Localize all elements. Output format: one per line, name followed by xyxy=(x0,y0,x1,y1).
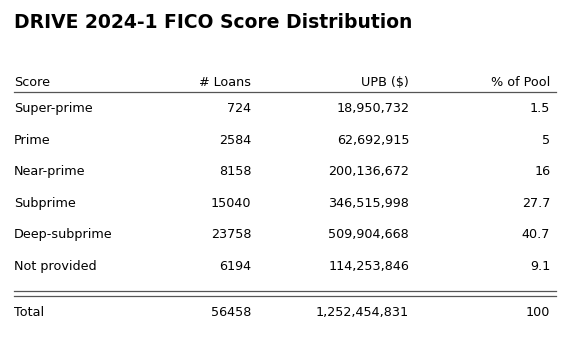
Text: Deep-subprime: Deep-subprime xyxy=(14,228,113,241)
Text: 27.7: 27.7 xyxy=(522,197,550,210)
Text: 40.7: 40.7 xyxy=(522,228,550,241)
Text: UPB ($): UPB ($) xyxy=(361,76,409,89)
Text: 2584: 2584 xyxy=(219,134,251,147)
Text: 1,252,454,831: 1,252,454,831 xyxy=(316,306,409,319)
Text: 509,904,668: 509,904,668 xyxy=(328,228,409,241)
Text: Subprime: Subprime xyxy=(14,197,76,210)
Text: 346,515,998: 346,515,998 xyxy=(328,197,409,210)
Text: 18,950,732: 18,950,732 xyxy=(336,102,409,115)
Text: Super-prime: Super-prime xyxy=(14,102,93,115)
Text: Near-prime: Near-prime xyxy=(14,165,86,178)
Text: 9.1: 9.1 xyxy=(530,259,550,273)
Text: DRIVE 2024-1 FICO Score Distribution: DRIVE 2024-1 FICO Score Distribution xyxy=(14,13,413,32)
Text: # Loans: # Loans xyxy=(199,76,251,89)
Text: 724: 724 xyxy=(227,102,251,115)
Text: Total: Total xyxy=(14,306,44,319)
Text: 23758: 23758 xyxy=(211,228,251,241)
Text: 6194: 6194 xyxy=(219,259,251,273)
Text: % of Pool: % of Pool xyxy=(491,76,550,89)
Text: 1.5: 1.5 xyxy=(530,102,550,115)
Text: 15040: 15040 xyxy=(211,197,251,210)
Text: 16: 16 xyxy=(534,165,550,178)
Text: Not provided: Not provided xyxy=(14,259,97,273)
Text: 114,253,846: 114,253,846 xyxy=(328,259,409,273)
Text: 100: 100 xyxy=(526,306,550,319)
Text: 56458: 56458 xyxy=(211,306,251,319)
Text: 5: 5 xyxy=(542,134,550,147)
Text: 62,692,915: 62,692,915 xyxy=(337,134,409,147)
Text: 8158: 8158 xyxy=(219,165,251,178)
Text: 200,136,672: 200,136,672 xyxy=(328,165,409,178)
Text: Score: Score xyxy=(14,76,50,89)
Text: Prime: Prime xyxy=(14,134,51,147)
